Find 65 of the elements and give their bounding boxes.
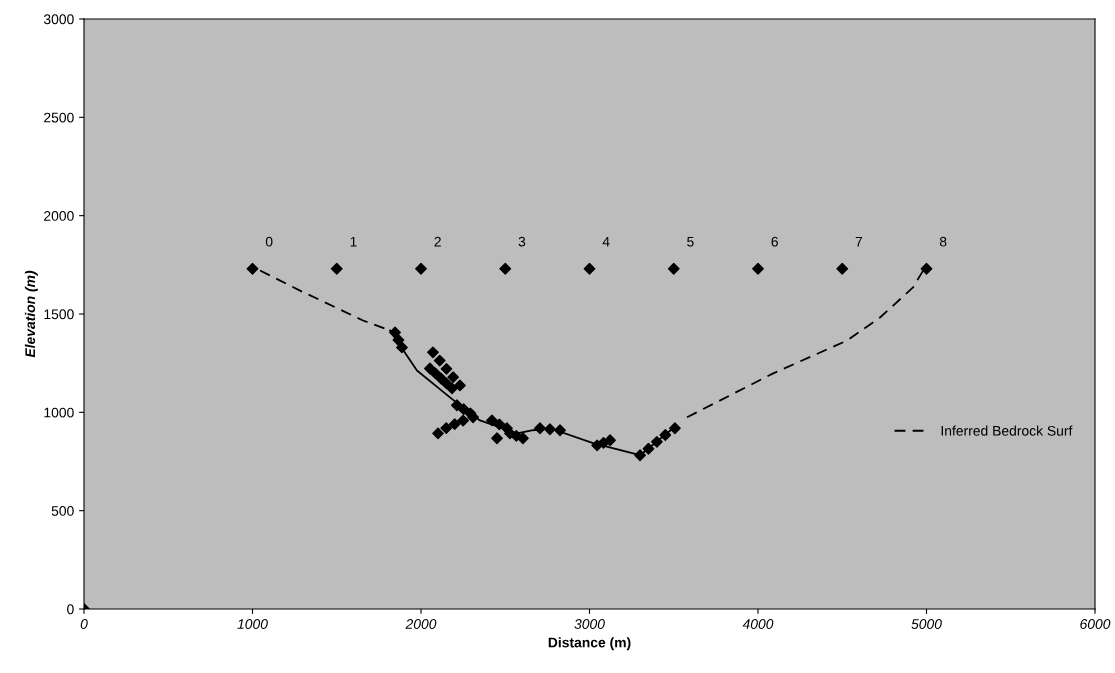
point bbox=[427, 346, 439, 359]
point bbox=[486, 414, 498, 427]
point bbox=[396, 341, 408, 354]
point bbox=[836, 262, 849, 275]
point bbox=[667, 262, 680, 275]
point bbox=[544, 423, 556, 436]
point bbox=[642, 442, 655, 455]
point bbox=[433, 354, 446, 367]
point bbox=[330, 262, 343, 275]
x-tick-label: 3000 bbox=[574, 619, 605, 629]
point bbox=[534, 422, 546, 435]
annotation: 1 bbox=[350, 236, 357, 247]
point bbox=[440, 422, 453, 434]
point bbox=[392, 334, 405, 346]
point bbox=[440, 362, 453, 375]
y-axis-title: Elevation (m) bbox=[24, 270, 38, 358]
annotation: 4 bbox=[602, 236, 610, 247]
point bbox=[457, 414, 470, 427]
annotation: 7 bbox=[855, 236, 863, 247]
point bbox=[659, 429, 672, 441]
point bbox=[440, 377, 453, 390]
x-tick-label: 5000 bbox=[911, 619, 942, 629]
point bbox=[499, 262, 512, 275]
point bbox=[651, 435, 663, 448]
point bbox=[447, 371, 460, 384]
point bbox=[450, 399, 463, 412]
y-tick-label: 1000 bbox=[44, 407, 74, 418]
y-tick-label: 1500 bbox=[44, 309, 74, 320]
point bbox=[493, 418, 506, 431]
point bbox=[669, 422, 681, 435]
y-tick-label: 0 bbox=[67, 604, 74, 615]
annotation: 3 bbox=[518, 236, 526, 247]
point bbox=[454, 379, 466, 392]
annotation: 5 bbox=[687, 236, 694, 247]
point bbox=[389, 326, 401, 339]
annotation: 2 bbox=[434, 236, 441, 247]
point bbox=[604, 434, 616, 447]
x-axis-title: Distance (m) bbox=[548, 637, 631, 651]
y-tick-label: 500 bbox=[51, 506, 74, 516]
point bbox=[246, 262, 259, 275]
x-tick-label: 2000 bbox=[405, 619, 437, 629]
y-tick-label: 2000 bbox=[44, 211, 74, 221]
annotation: 6 bbox=[771, 236, 778, 247]
point bbox=[517, 432, 529, 445]
point bbox=[448, 418, 461, 431]
point bbox=[920, 262, 933, 275]
legend-label: Inferred Bedrock Surf bbox=[941, 425, 1073, 436]
annotation: 8 bbox=[939, 236, 947, 247]
annotation: 0 bbox=[265, 236, 273, 247]
point bbox=[583, 262, 596, 275]
point bbox=[554, 424, 566, 437]
point bbox=[752, 262, 764, 275]
point bbox=[446, 382, 458, 395]
x-tick-label: 6000 bbox=[1080, 619, 1111, 629]
point bbox=[634, 449, 646, 462]
y-tick-label: 3000 bbox=[43, 14, 74, 25]
x-tick-label: 0 bbox=[80, 619, 88, 629]
x-tick-label: 4000 bbox=[742, 619, 774, 629]
point bbox=[429, 367, 442, 380]
point bbox=[415, 262, 427, 275]
point bbox=[432, 427, 444, 440]
x-tick-label: 1000 bbox=[237, 619, 268, 629]
point bbox=[457, 403, 470, 416]
point bbox=[491, 432, 503, 445]
y-tick-label: 2500 bbox=[44, 112, 74, 123]
